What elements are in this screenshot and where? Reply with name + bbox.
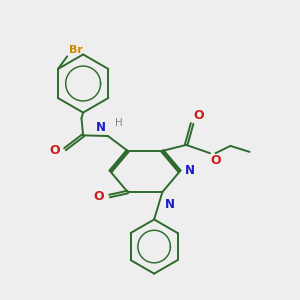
Text: H: H [115,118,123,128]
Text: Br: Br [68,45,83,56]
Text: N: N [185,164,195,177]
Text: O: O [194,109,204,122]
Text: N: N [96,121,106,134]
Text: O: O [93,190,104,203]
Text: O: O [211,154,221,167]
Text: O: O [50,144,60,158]
Text: N: N [165,198,175,211]
